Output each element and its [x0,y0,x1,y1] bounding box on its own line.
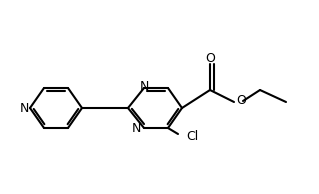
Text: N: N [139,81,149,94]
Text: N: N [131,121,141,134]
Text: N: N [19,101,29,114]
Text: O: O [205,51,215,64]
Text: O: O [236,94,246,107]
Text: Cl: Cl [186,130,198,143]
